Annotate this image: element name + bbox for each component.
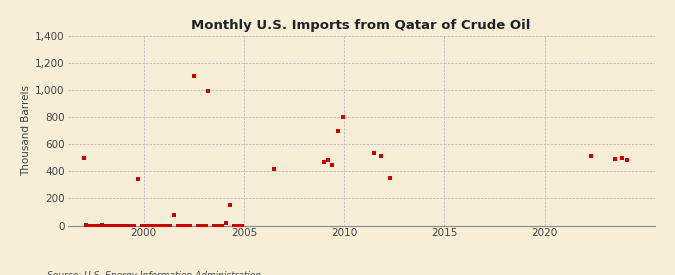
Point bbox=[116, 223, 127, 228]
Point bbox=[196, 223, 207, 228]
Point bbox=[333, 128, 344, 133]
Point bbox=[236, 223, 247, 228]
Point bbox=[96, 223, 107, 227]
Point bbox=[153, 223, 163, 228]
Point bbox=[225, 203, 236, 207]
Point bbox=[200, 223, 211, 228]
Point bbox=[108, 223, 119, 228]
Point bbox=[327, 162, 338, 167]
Point bbox=[217, 223, 227, 228]
Point bbox=[209, 223, 219, 228]
Title: Monthly U.S. Imports from Qatar of Crude Oil: Monthly U.S. Imports from Qatar of Crude… bbox=[192, 19, 531, 32]
Text: Source: U.S. Energy Information Administration: Source: U.S. Energy Information Administ… bbox=[47, 271, 261, 275]
Point bbox=[269, 166, 279, 171]
Point bbox=[132, 177, 143, 182]
Point bbox=[180, 223, 191, 228]
Point bbox=[164, 223, 175, 228]
Point bbox=[338, 115, 348, 119]
Point bbox=[228, 223, 239, 228]
Point bbox=[172, 223, 183, 228]
Point bbox=[157, 223, 167, 228]
Point bbox=[88, 223, 99, 228]
Point bbox=[585, 154, 596, 159]
Point bbox=[376, 154, 387, 159]
Point bbox=[124, 223, 135, 228]
Point bbox=[112, 223, 123, 228]
Point bbox=[232, 223, 243, 228]
Point bbox=[120, 223, 131, 228]
Point bbox=[100, 223, 111, 228]
Point bbox=[78, 156, 89, 160]
Point bbox=[202, 89, 213, 94]
Point bbox=[369, 151, 379, 155]
Point bbox=[616, 156, 627, 160]
Point bbox=[319, 160, 329, 164]
Point bbox=[221, 221, 232, 225]
Point bbox=[136, 223, 147, 228]
Point bbox=[140, 223, 151, 228]
Point bbox=[148, 223, 159, 228]
Point bbox=[144, 223, 155, 228]
Point bbox=[213, 223, 223, 228]
Point bbox=[621, 158, 632, 163]
Point bbox=[610, 157, 620, 161]
Y-axis label: Thousand Barrels: Thousand Barrels bbox=[21, 85, 31, 176]
Point bbox=[385, 176, 396, 180]
Point bbox=[80, 223, 91, 227]
Point bbox=[104, 223, 115, 228]
Point bbox=[84, 223, 95, 228]
Point bbox=[184, 223, 195, 228]
Point bbox=[176, 223, 187, 228]
Point bbox=[168, 213, 179, 218]
Point bbox=[92, 223, 103, 228]
Point bbox=[128, 223, 139, 228]
Point bbox=[192, 223, 203, 228]
Point bbox=[323, 158, 333, 163]
Point bbox=[188, 74, 199, 79]
Point bbox=[160, 223, 171, 228]
